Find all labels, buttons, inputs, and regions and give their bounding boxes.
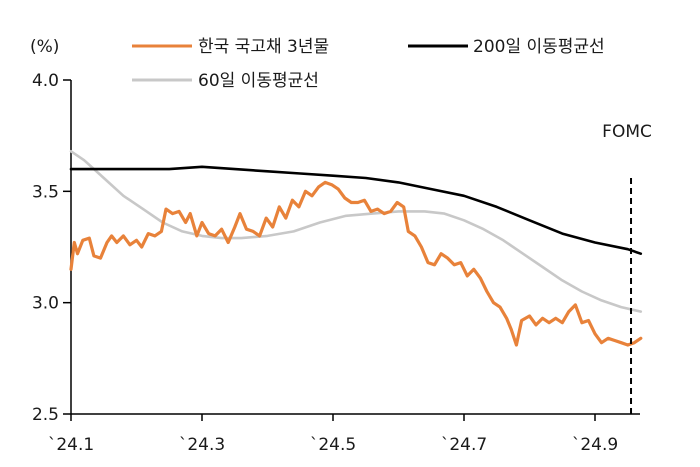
legend: 한국 국고채 3년물 200일 이동평균선 60일 이동평균선 — [132, 37, 605, 91]
x-tick-label: `24.7 — [441, 435, 487, 455]
y-tick-label: 4.0 — [32, 71, 59, 91]
x-tick-label: `24.9 — [572, 435, 618, 455]
series-lines — [69, 150, 643, 347]
axes — [70, 80, 640, 415]
y-tick-label: 3.0 — [32, 294, 59, 314]
y-ticks: 2.5 3.0 3.5 4.0 — [32, 71, 71, 425]
legend-label-60d-ma: 60일 이동평균선 — [198, 71, 319, 91]
series-line-korea-3y — [69, 180, 643, 347]
x-tick-label: `24.1 — [48, 435, 94, 455]
y-tick-label: 2.5 — [32, 405, 59, 425]
y-tick-label: 3.5 — [32, 182, 59, 202]
x-ticks: `24.1 `24.3 `24.5 `24.7 `24.9 — [48, 414, 618, 455]
fomc-label: FOMC — [602, 122, 652, 142]
y-axis-label: (%) — [30, 37, 59, 57]
legend-label-200d-ma: 200일 이동평균선 — [473, 37, 605, 57]
x-tick-label: `24.3 — [179, 435, 225, 455]
fomc-annotation: FOMC — [602, 122, 652, 414]
series-line-60d-ma — [69, 150, 643, 313]
legend-label-korea-3y: 한국 국고채 3년물 — [198, 37, 329, 57]
x-tick-label: `24.5 — [310, 435, 356, 455]
series-line-200d-ma — [69, 165, 643, 255]
